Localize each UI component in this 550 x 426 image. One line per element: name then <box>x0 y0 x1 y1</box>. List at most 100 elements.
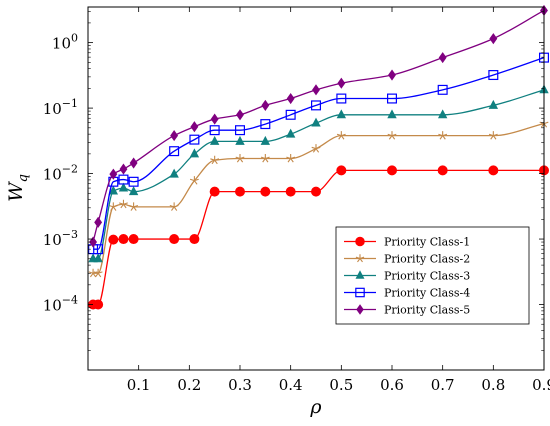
data-point <box>108 185 119 195</box>
data-point <box>261 99 270 111</box>
x-tick-label: 0.8 <box>481 376 505 394</box>
data-point <box>119 199 128 209</box>
data-point <box>386 165 397 176</box>
data-point <box>260 153 270 163</box>
data-point <box>285 128 296 138</box>
data-point <box>169 202 179 211</box>
y-tick-label: 10−2 <box>43 163 78 184</box>
series-layer <box>88 4 550 310</box>
legend: Priority Class-1 Priority Class-2 Priority… <box>335 226 530 325</box>
data-point <box>129 157 138 169</box>
data-point <box>189 134 200 145</box>
data-point <box>93 268 103 278</box>
series-1 <box>88 165 550 310</box>
data-point <box>437 109 448 119</box>
x-tick-label: 0.1 <box>127 376 151 394</box>
data-point <box>118 234 129 245</box>
data-point <box>387 109 397 119</box>
legend-marker <box>355 287 365 298</box>
x-tick-label: 0.7 <box>431 376 455 394</box>
data-point <box>235 135 245 145</box>
data-point <box>311 144 321 153</box>
data-point <box>209 125 220 136</box>
data-point <box>260 119 271 130</box>
data-point <box>235 153 245 163</box>
legend-label: Priority Class-1 <box>384 236 470 249</box>
data-point <box>236 109 244 121</box>
y-tick-label: 100 <box>52 32 78 53</box>
series-2 <box>88 119 549 278</box>
legend-item-4: Priority Class-4 <box>344 287 470 300</box>
data-point <box>129 202 139 211</box>
data-point <box>388 69 396 81</box>
data-point <box>93 299 104 310</box>
data-point <box>169 168 179 178</box>
legend-item-5: Priority Class-5 <box>344 304 470 317</box>
data-point <box>189 148 200 158</box>
data-point <box>190 121 199 133</box>
data-point <box>286 92 295 105</box>
data-point <box>119 163 128 175</box>
legend-label: Priority Class-4 <box>384 287 470 300</box>
data-point <box>312 84 320 96</box>
data-point <box>488 70 499 81</box>
plot-frame <box>87 6 545 371</box>
data-point <box>109 168 118 180</box>
data-point <box>437 84 448 95</box>
data-point <box>93 253 103 263</box>
data-point <box>337 77 346 89</box>
axes-layer: 0.1 0.2 0.3 0.4 0.5 0.6 0.7 0.8 0.9 10−4 10−3 10−2 1… <box>43 6 550 394</box>
data-point <box>336 165 347 176</box>
data-point <box>210 113 219 125</box>
data-point <box>438 131 448 140</box>
legend-marker <box>355 236 365 247</box>
legend-label: Priority Class-3 <box>384 270 470 283</box>
data-point <box>437 165 448 176</box>
data-point <box>128 186 139 196</box>
data-point <box>336 93 347 104</box>
x-tick-label: 0.6 <box>380 376 404 394</box>
data-point <box>336 109 347 119</box>
legend-item-3: Priority Class-3 <box>344 270 470 283</box>
data-point <box>189 234 200 245</box>
data-point <box>118 182 129 192</box>
legend-item-2: Priority Class-2 <box>344 253 470 266</box>
x-tick-label: 0.4 <box>279 376 303 394</box>
data-point <box>93 244 104 255</box>
y-axis-label: Wq <box>5 174 31 202</box>
data-point <box>489 33 498 45</box>
data-point <box>336 131 346 140</box>
axis-labels: ρ Wq <box>5 174 322 418</box>
data-point <box>169 234 180 245</box>
data-point <box>311 117 321 127</box>
y-tick-label: 10−3 <box>43 228 78 249</box>
data-point <box>210 155 220 165</box>
data-point <box>488 131 498 140</box>
data-point <box>108 234 119 245</box>
x-axis-label: ρ <box>309 396 322 418</box>
data-point <box>94 216 103 228</box>
series-5 <box>89 4 548 248</box>
data-point <box>118 174 129 185</box>
data-point <box>189 176 199 185</box>
y-tick-label: 10−4 <box>43 294 78 315</box>
legend-label: Priority Class-5 <box>384 304 470 317</box>
data-point <box>286 153 296 163</box>
legend-marker <box>356 304 364 315</box>
series-3 <box>88 84 549 263</box>
data-point <box>128 176 139 187</box>
legend-item-1: Priority Class-1 <box>344 236 470 249</box>
data-point <box>108 202 118 211</box>
data-point <box>387 93 398 104</box>
data-point <box>311 100 322 111</box>
data-point <box>488 99 499 109</box>
data-point <box>235 125 246 136</box>
data-point <box>234 186 245 197</box>
data-point <box>209 135 220 145</box>
legend-marker <box>355 254 365 263</box>
data-point <box>170 130 179 142</box>
legend-marker <box>355 270 365 279</box>
data-point <box>89 236 98 248</box>
data-point <box>438 52 447 64</box>
